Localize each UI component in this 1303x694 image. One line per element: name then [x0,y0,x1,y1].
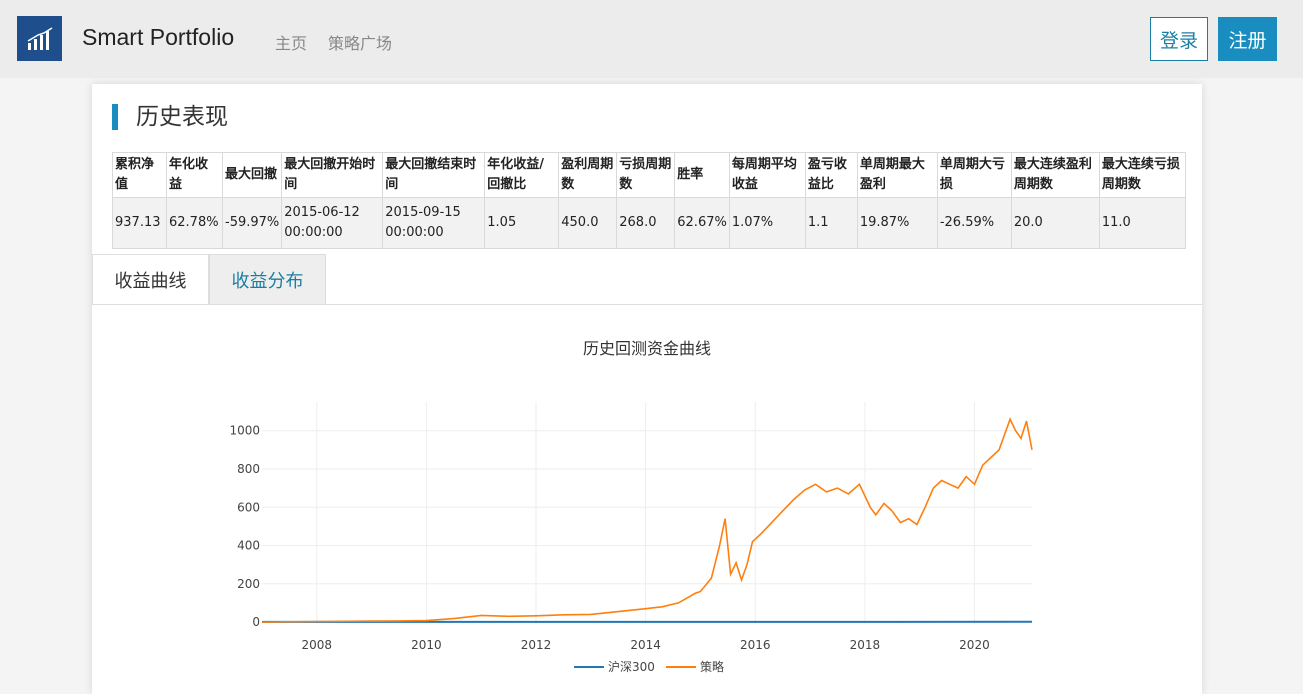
y-tick-label: 600 [237,500,260,514]
brand-name[interactable]: Smart Portfolio [82,24,234,51]
x-tick-label: 2010 [411,638,442,652]
y-tick-label: 1000 [229,424,260,438]
chart-title: 历史回测资金曲线 [583,339,711,358]
backtest-equity-chart[interactable]: 历史回测资金曲线 2008 2010 2012 2014 2016 2018 2020 0 200… [92,84,1202,683]
logo-chart-icon[interactable] [17,16,62,61]
legend-label: 策略 [700,659,724,674]
register-button[interactable]: 注册 [1218,17,1277,61]
y-tick-label: 400 [237,539,260,553]
x-tick-label: 2008 [302,638,333,652]
x-tick-label: 2016 [740,638,771,652]
nav-strategy-square-link[interactable]: 策略广场 [328,30,392,54]
performance-card: 历史表现 累积净值 年化收益 最大回撤 最大回撤开始时间 最大回撤结束时间 年化… [92,84,1202,694]
x-tick-label: 2020 [959,638,990,652]
x-tick-label: 2018 [850,638,881,652]
login-button[interactable]: 登录 [1150,17,1208,61]
y-tick-label: 800 [237,462,260,476]
series-line-strategy [262,419,1032,622]
x-tick-label: 2012 [521,638,552,652]
x-tick-label: 2014 [630,638,661,652]
top-navbar: Smart Portfolio 主页 策略广场 登录 注册 [0,0,1303,78]
y-tick-label: 0 [252,615,260,629]
y-tick-label: 200 [237,577,260,591]
legend-label: 沪深300 [608,660,655,674]
nav-home-link[interactable]: 主页 [275,30,307,54]
